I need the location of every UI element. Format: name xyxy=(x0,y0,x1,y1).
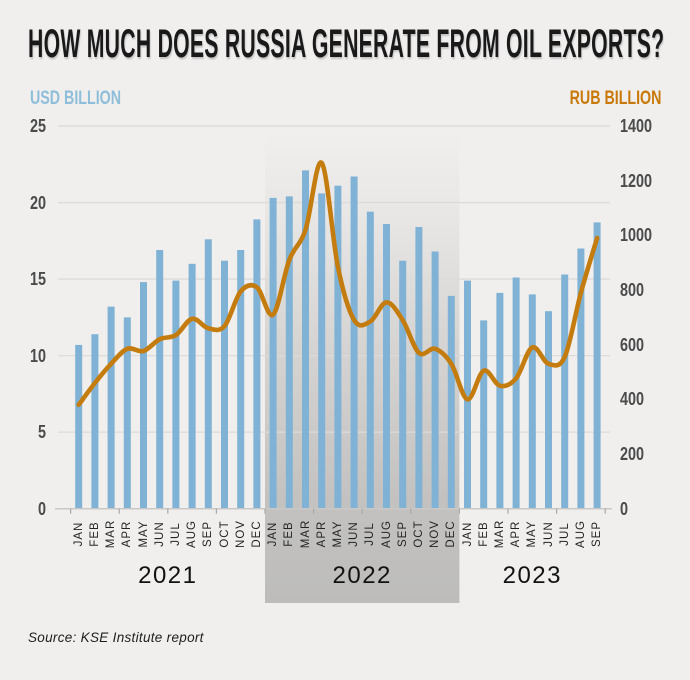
usd-bar xyxy=(366,211,374,509)
right-tick-0: 0 xyxy=(620,498,629,519)
right-tick-600: 600 xyxy=(620,334,645,355)
usd-bar xyxy=(334,185,342,509)
month-label: JUL xyxy=(558,522,571,546)
month-label: FEB xyxy=(88,521,101,547)
usd-bar xyxy=(188,263,196,509)
month-label: NOV xyxy=(429,520,442,548)
month-label: MAY xyxy=(526,520,539,548)
usd-bar xyxy=(318,193,326,509)
usd-bar xyxy=(399,260,407,509)
usd-bar xyxy=(593,222,601,509)
right-tick-1400: 1400 xyxy=(620,116,653,136)
usd-bar xyxy=(91,334,99,509)
month-label: JAN xyxy=(461,521,474,547)
year-label-2022: 2022 xyxy=(332,562,392,589)
left-axis-title: USD BILLION xyxy=(30,88,122,109)
month-label: FEB xyxy=(477,521,490,547)
month-label: SEP xyxy=(202,521,215,548)
usd-bar xyxy=(204,239,212,509)
left-tick-10: 10 xyxy=(29,345,46,366)
usd-bar xyxy=(221,260,228,509)
month-label: MAR xyxy=(105,519,118,549)
left-tick-15: 15 xyxy=(29,269,46,290)
usd-bar xyxy=(269,197,277,509)
usd-bar xyxy=(577,248,585,509)
usd-bar xyxy=(545,311,552,509)
left-tick-0: 0 xyxy=(37,498,46,519)
left-tick-20: 20 xyxy=(29,192,46,213)
month-label: OCT xyxy=(218,520,231,548)
right-tick-400: 400 xyxy=(620,389,645,410)
month-label: AUG xyxy=(380,520,393,548)
usd-bar xyxy=(383,224,390,509)
month-label: JAN xyxy=(267,521,280,547)
usd-bar xyxy=(107,306,115,509)
month-label: JUN xyxy=(153,521,166,547)
right-tick-1000: 1000 xyxy=(620,225,653,246)
usd-bar xyxy=(447,295,455,509)
usd-bar xyxy=(302,170,309,509)
highlight-band-2022 xyxy=(265,130,460,603)
right-tick-1200: 1200 xyxy=(620,170,653,191)
usd-bar xyxy=(496,292,504,509)
month-label: SEP xyxy=(396,521,409,548)
usd-bar xyxy=(75,344,83,509)
month-label: APR xyxy=(315,520,328,548)
usd-bar xyxy=(123,317,131,509)
month-label: MAY xyxy=(331,520,344,548)
usd-bar xyxy=(285,196,293,509)
month-label: JUN xyxy=(542,521,555,547)
usd-bar xyxy=(350,176,358,509)
month-label: AUG xyxy=(574,520,587,548)
usd-bar xyxy=(512,277,520,509)
rub-line xyxy=(76,160,600,408)
usd-bar xyxy=(464,280,471,509)
month-label: JUL xyxy=(169,522,182,546)
month-label: MAR xyxy=(493,519,506,549)
month-label: OCT xyxy=(412,520,425,548)
month-label: DEC xyxy=(250,520,263,548)
usd-bar xyxy=(253,219,261,509)
right-tick-800: 800 xyxy=(620,280,645,300)
left-tick-25: 25 xyxy=(29,116,46,136)
usd-bar xyxy=(415,227,423,509)
usd-bar xyxy=(528,294,536,509)
usd-bar xyxy=(431,251,439,509)
usd-bar xyxy=(480,320,488,509)
usd-bar xyxy=(156,250,164,509)
month-label: SEP xyxy=(591,521,604,548)
left-tick-5: 5 xyxy=(37,422,46,443)
month-label: MAR xyxy=(299,519,312,549)
month-label: MAY xyxy=(137,520,150,548)
month-label: JUL xyxy=(364,522,377,546)
month-label: AUG xyxy=(186,520,199,548)
source-note: Source: KSE Institute report xyxy=(28,630,204,645)
month-label: NOV xyxy=(234,520,247,548)
month-label: JUN xyxy=(348,521,361,547)
year-label-2023: 2023 xyxy=(502,562,562,589)
right-tick-200: 200 xyxy=(620,444,645,464)
month-label: DEC xyxy=(445,520,458,548)
usd-bar xyxy=(172,280,180,509)
usd-bar xyxy=(561,274,569,509)
page-title-text: HOW MUCH DOES RUSSIA GENERATE FROM OIL E… xyxy=(28,22,665,66)
month-label: APR xyxy=(121,520,134,548)
page-title: HOW MUCH DOES RUSSIA GENERATE FROM OIL E… xyxy=(28,22,690,66)
right-axis-title: RUB BILLION xyxy=(569,88,661,109)
usd-bar xyxy=(140,282,147,509)
month-label: JAN xyxy=(72,521,85,547)
month-label: APR xyxy=(510,520,523,548)
year-label-2021: 2021 xyxy=(138,562,198,589)
usd-bar xyxy=(237,250,245,509)
month-label: FEB xyxy=(283,521,296,547)
